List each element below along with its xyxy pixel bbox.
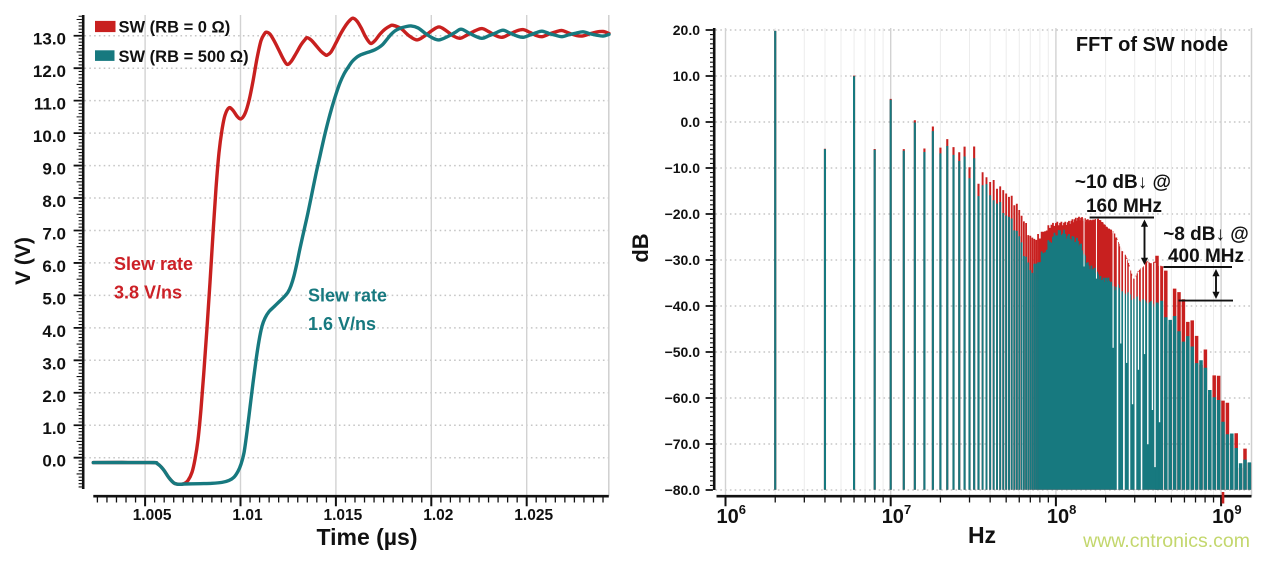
svg-text:−40.0: −40.0 [665, 298, 701, 314]
svg-text:9.0: 9.0 [42, 160, 66, 179]
svg-text:400 MHz: 400 MHz [1168, 246, 1244, 267]
svg-text:0.0: 0.0 [681, 114, 701, 130]
svg-text:0.0: 0.0 [42, 452, 66, 471]
svg-text:Hz: Hz [968, 522, 996, 548]
svg-text:160 MHz: 160 MHz [1086, 196, 1162, 217]
svg-text:Slew rate: Slew rate [308, 286, 387, 306]
svg-text:SW (RB = 0 Ω): SW (RB = 0 Ω) [119, 19, 231, 37]
svg-text:7.0: 7.0 [42, 224, 66, 243]
svg-text:1.6 V/ns: 1.6 V/ns [308, 314, 376, 334]
svg-text:1.015: 1.015 [324, 507, 363, 524]
svg-text:11.0: 11.0 [34, 95, 66, 114]
svg-text:5.0: 5.0 [42, 289, 66, 308]
svg-text:V (V): V (V) [12, 237, 35, 285]
svg-text:3.8 V/ns: 3.8 V/ns [114, 283, 182, 303]
svg-text:4.0: 4.0 [42, 322, 66, 341]
svg-text:6.0: 6.0 [42, 257, 66, 276]
svg-text:3.0: 3.0 [42, 354, 66, 373]
svg-text:1.02: 1.02 [423, 507, 453, 524]
svg-text:FFT of SW node: FFT of SW node [1076, 34, 1228, 56]
svg-text:SW (RB = 500 Ω): SW (RB = 500 Ω) [119, 48, 249, 66]
svg-text:1.0: 1.0 [42, 419, 66, 438]
svg-text:1.01: 1.01 [232, 507, 263, 524]
svg-text:12.0: 12.0 [33, 62, 66, 81]
svg-text:2.0: 2.0 [42, 387, 66, 406]
svg-text:~10 dB↓ @: ~10 dB↓ @ [1075, 172, 1171, 193]
svg-text:−20.0: −20.0 [665, 206, 701, 222]
svg-text:−70.0: −70.0 [665, 436, 701, 452]
svg-text:dB: dB [628, 233, 653, 262]
svg-text:1.005: 1.005 [133, 507, 172, 524]
svg-text:−50.0: −50.0 [665, 344, 701, 360]
svg-text:1.025: 1.025 [514, 507, 553, 524]
svg-text:13.0: 13.0 [33, 30, 66, 49]
svg-text:−80.0: −80.0 [665, 482, 701, 498]
svg-text:10.0: 10.0 [33, 127, 66, 146]
svg-text:Time (µs): Time (µs) [316, 524, 417, 550]
svg-text:−10.0: −10.0 [665, 160, 701, 176]
svg-text:−60.0: −60.0 [665, 390, 701, 406]
svg-text:−30.0: −30.0 [665, 252, 701, 268]
svg-text:Slew rate: Slew rate [114, 254, 193, 274]
svg-text:10.0: 10.0 [673, 68, 700, 84]
svg-text:www.cntronics.com: www.cntronics.com [1082, 530, 1250, 552]
svg-text:~8 dB↓ @: ~8 dB↓ @ [1163, 224, 1249, 245]
svg-text:20.0: 20.0 [673, 22, 700, 38]
svg-text:8.0: 8.0 [42, 192, 66, 211]
